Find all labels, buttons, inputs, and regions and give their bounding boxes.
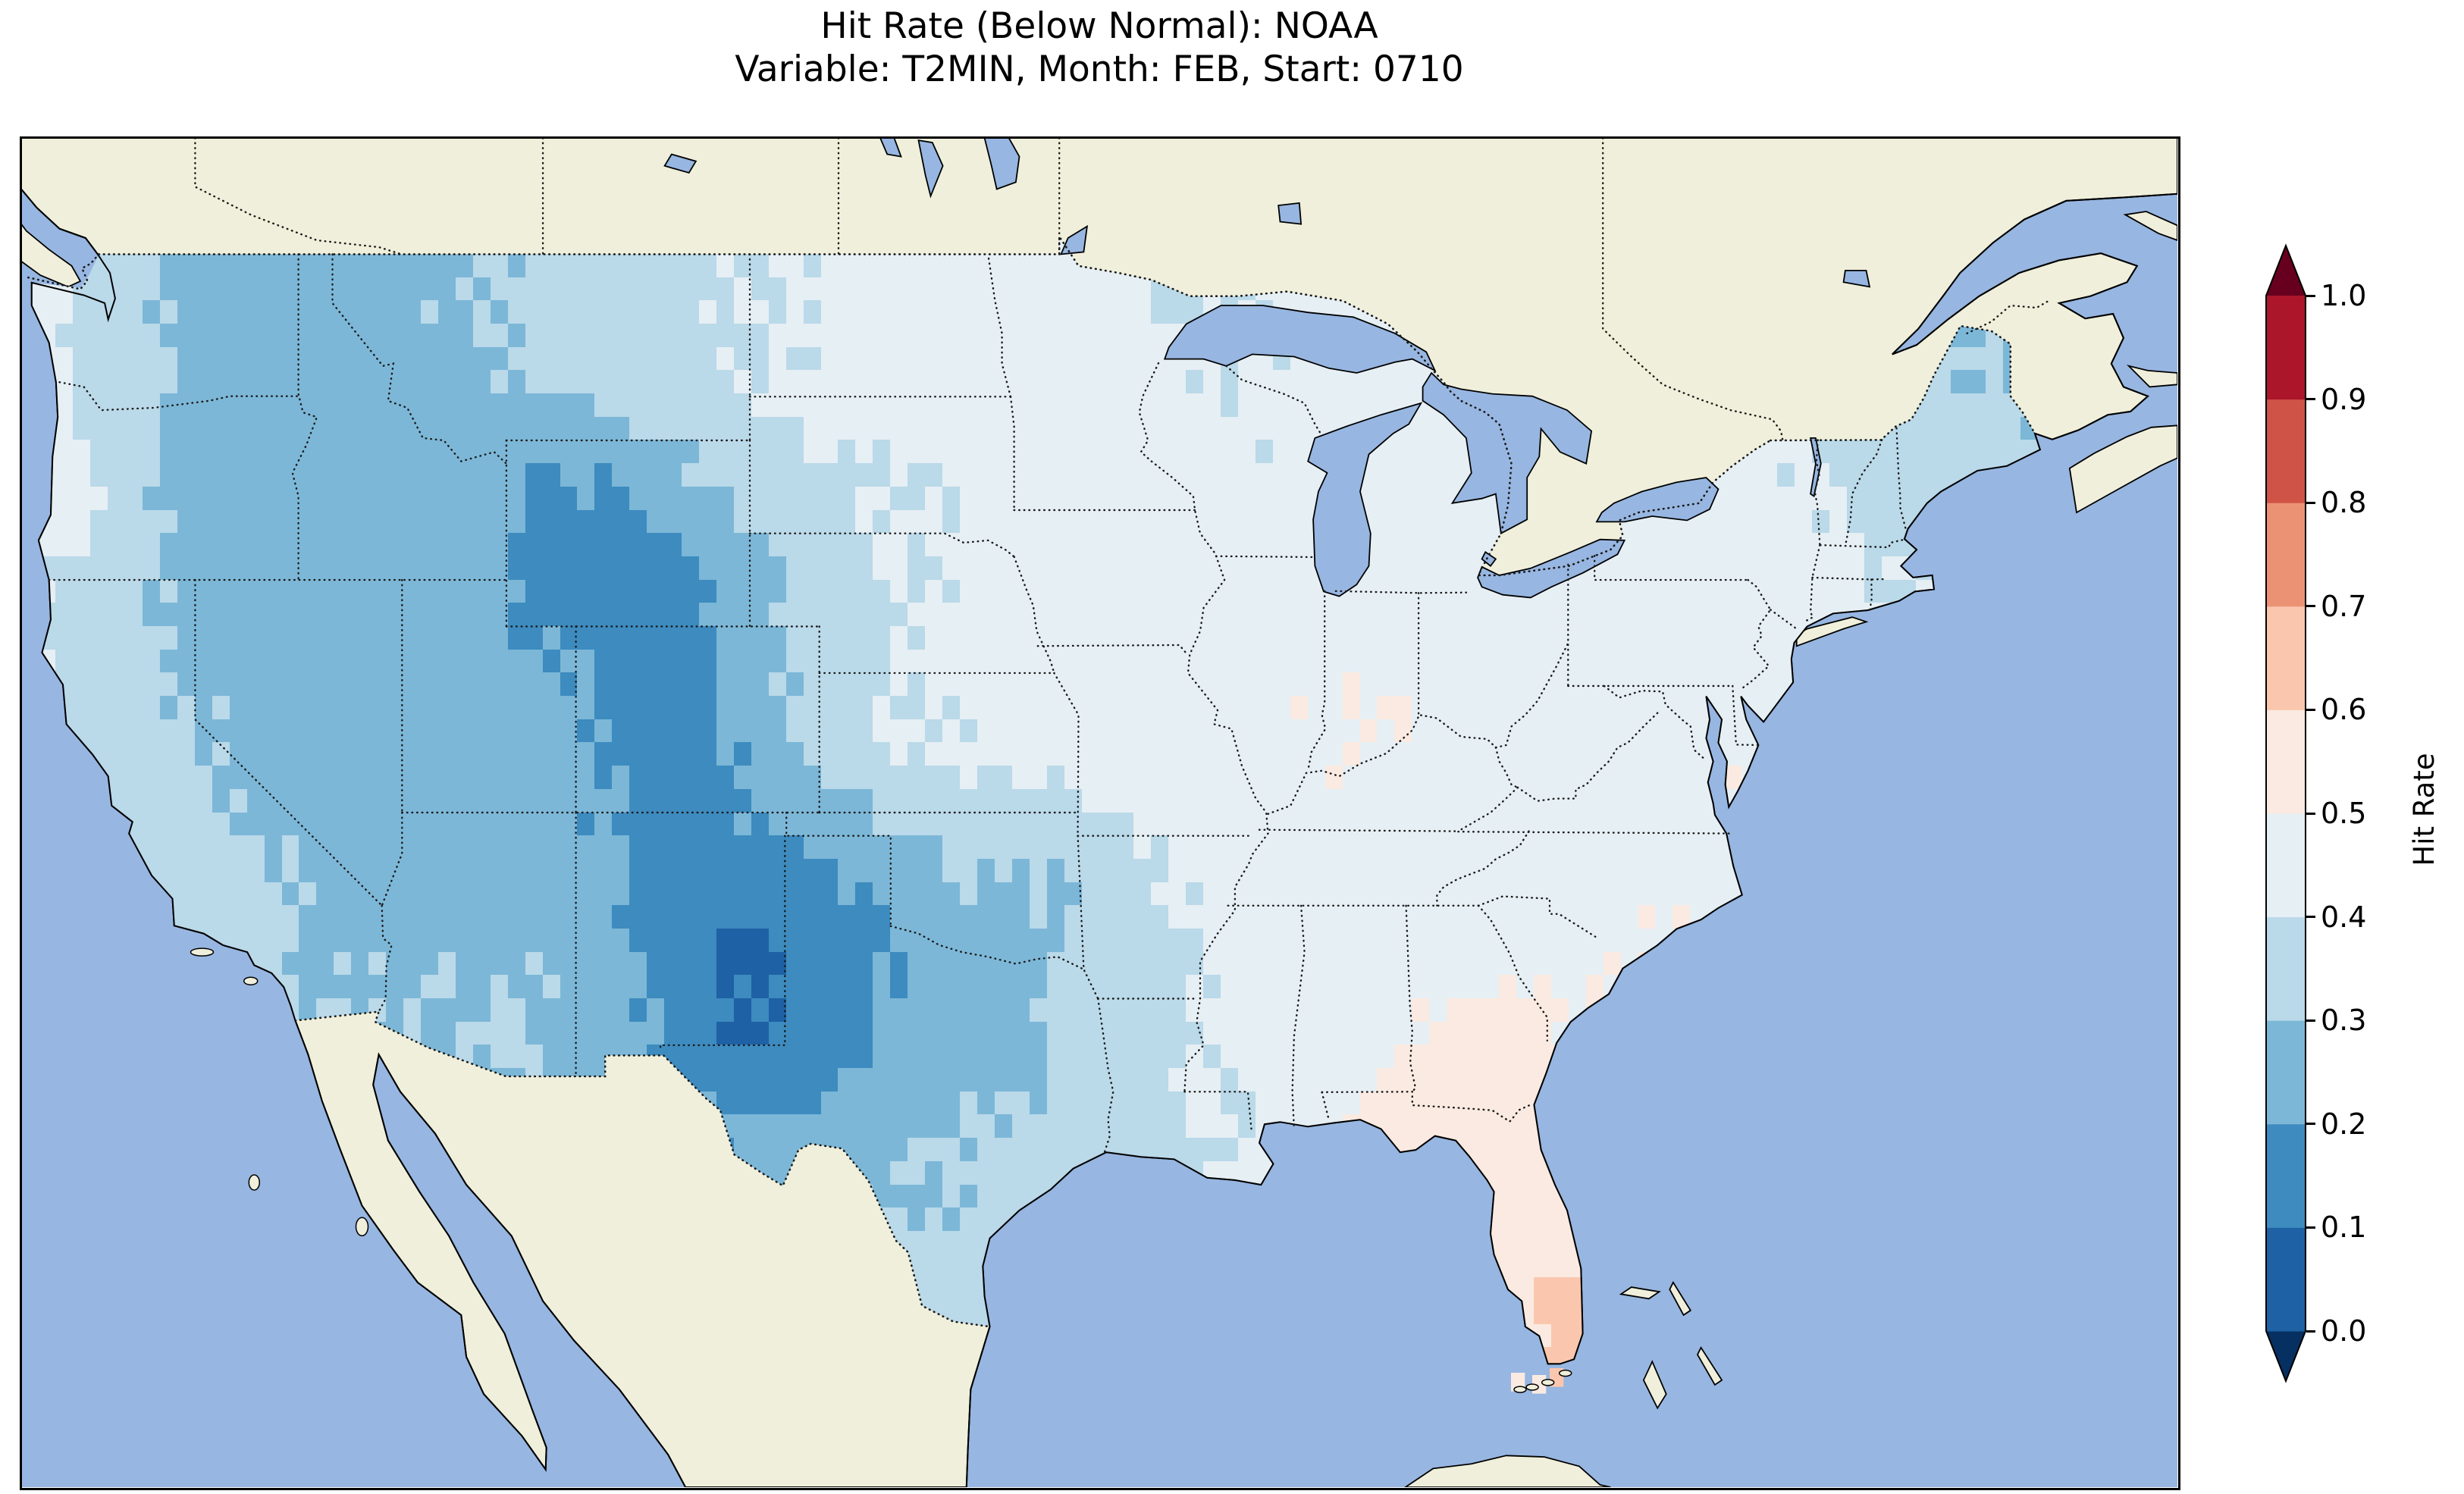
florida-keys-island <box>1558 1369 1572 1377</box>
map-panel <box>21 138 2177 1487</box>
colorbar-tick-mark <box>2306 812 2315 815</box>
colorbar-tick-mark <box>2306 1123 2315 1126</box>
colorbar-bin <box>2266 503 2306 607</box>
figure-title-line2: Variable: T2MIN, Month: FEB, Start: 0710 <box>735 49 1464 90</box>
colorbar-tick-mark <box>2306 1226 2315 1229</box>
colorbar <box>2265 235 2306 1392</box>
colorbar-tick-label: 0.5 <box>2321 797 2367 830</box>
extra-cells <box>1511 1368 1572 1394</box>
colorbar-bin <box>2266 606 2306 710</box>
colorbar-tick-label: 0.0 <box>2321 1314 2367 1348</box>
colorbar-tick-label: 0.9 <box>2321 382 2367 416</box>
figure-title: Hit Rate (Below Normal): NOAA Variable: … <box>21 5 2177 91</box>
colorbar-tick-mark <box>2306 605 2315 608</box>
colorbar-gradient <box>2265 243 2306 1383</box>
colorbar-bin <box>2266 916 2306 1021</box>
state-borders <box>48 138 2050 1154</box>
coastline <box>21 138 2177 1487</box>
us-hit-rate-map <box>21 138 2177 1487</box>
colorbar-under-arrow <box>2266 1331 2306 1381</box>
colorbar-tick-label: 1.0 <box>2321 279 2367 312</box>
colorbar-tick-label: 0.8 <box>2321 486 2367 520</box>
colorbar-bin <box>2266 813 2306 918</box>
colorbar-tick-label: 0.4 <box>2321 900 2367 934</box>
colorbar-axis-label: Hit Rate <box>2408 753 2440 866</box>
colorbar-tick-mark <box>2306 501 2315 504</box>
florida-keys-island <box>1541 1379 1555 1386</box>
colorbar-tick-mark <box>2306 916 2315 919</box>
colorbar-tick-mark <box>2306 294 2315 297</box>
figure-title-line1: Hit Rate (Below Normal): NOAA <box>820 5 1378 47</box>
colorbar-bin <box>2266 1227 2306 1332</box>
lakes <box>663 138 1871 599</box>
colorbar-tick-label: 0.7 <box>2321 589 2367 623</box>
colorbar-tick-label: 0.1 <box>2321 1211 2367 1245</box>
colorbar-tick-label: 0.2 <box>2321 1107 2367 1141</box>
colorbar-outline <box>2265 243 2306 1383</box>
colorbar-tick-mark <box>2306 708 2315 711</box>
colorbar-tick-mark <box>2306 1330 2315 1333</box>
colorbar-over-arrow <box>2266 246 2306 296</box>
florida-keys-island <box>1513 1386 1527 1393</box>
colorbar-tick-mark <box>2306 398 2315 401</box>
colorbar-bin <box>2266 399 2306 503</box>
colorbar-tick-mark <box>2306 1019 2315 1022</box>
colorbar-bin <box>2266 296 2306 400</box>
colorbar-bin <box>2266 709 2306 814</box>
colorbar-bin <box>2266 1123 2306 1228</box>
country-borders <box>27 233 2036 1328</box>
colorbar-tick-label: 0.3 <box>2321 1004 2367 1038</box>
colorbar-tick-label: 0.6 <box>2321 693 2367 727</box>
colorbar-bin <box>2266 1020 2306 1125</box>
florida-keys-island <box>1525 1383 1539 1391</box>
